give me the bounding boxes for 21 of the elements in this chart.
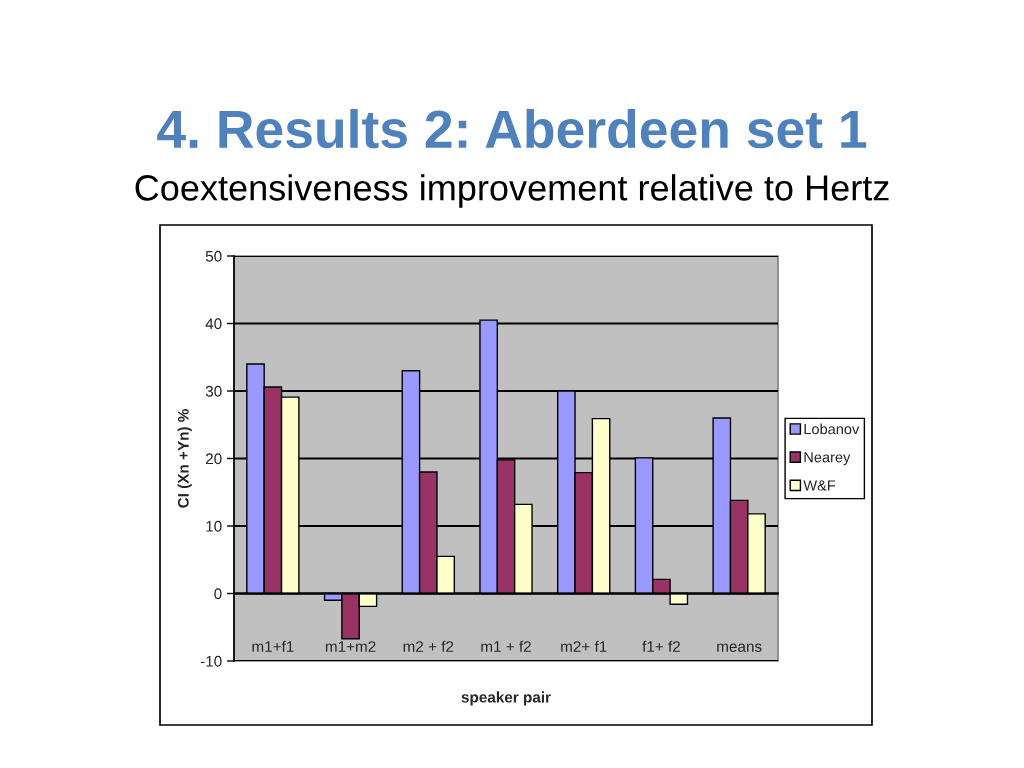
y-axis-title: CI (Xn +Yn) % (177, 409, 192, 508)
x-tick-label: means (717, 643, 762, 652)
y-tick-label: 40 (205, 318, 222, 330)
legend-label: W&F (803, 480, 836, 491)
x-tick-label: m1 + f2 (481, 640, 531, 652)
x-tick-label: m2+ f1 (561, 640, 607, 652)
x-tick-label: f1+ f2 (642, 640, 680, 652)
y-tick-label: -10 (200, 655, 222, 667)
chart-subtitle: Coextensiveness improvement relative to Hertz (135, 174, 889, 208)
y-tick-label: 20 (205, 453, 222, 465)
x-axis-title: speaker pair (461, 691, 551, 706)
x-tick-label: m1+m2 (325, 641, 376, 652)
chart-title: 4. Results 2: Aberdeen set 1 (157, 109, 867, 149)
y-tick-label: 0 (214, 588, 222, 600)
x-tick-label: m2 + f2 (403, 640, 454, 652)
y-tick-label: 50 (205, 250, 222, 262)
y-tick-label: 30 (205, 385, 222, 397)
x-tick-label: m1+f1 (252, 640, 294, 652)
legend-label: Nearey (804, 452, 851, 466)
legend-label: Lobanov (804, 423, 860, 435)
y-tick-label: 10 (206, 520, 222, 532)
